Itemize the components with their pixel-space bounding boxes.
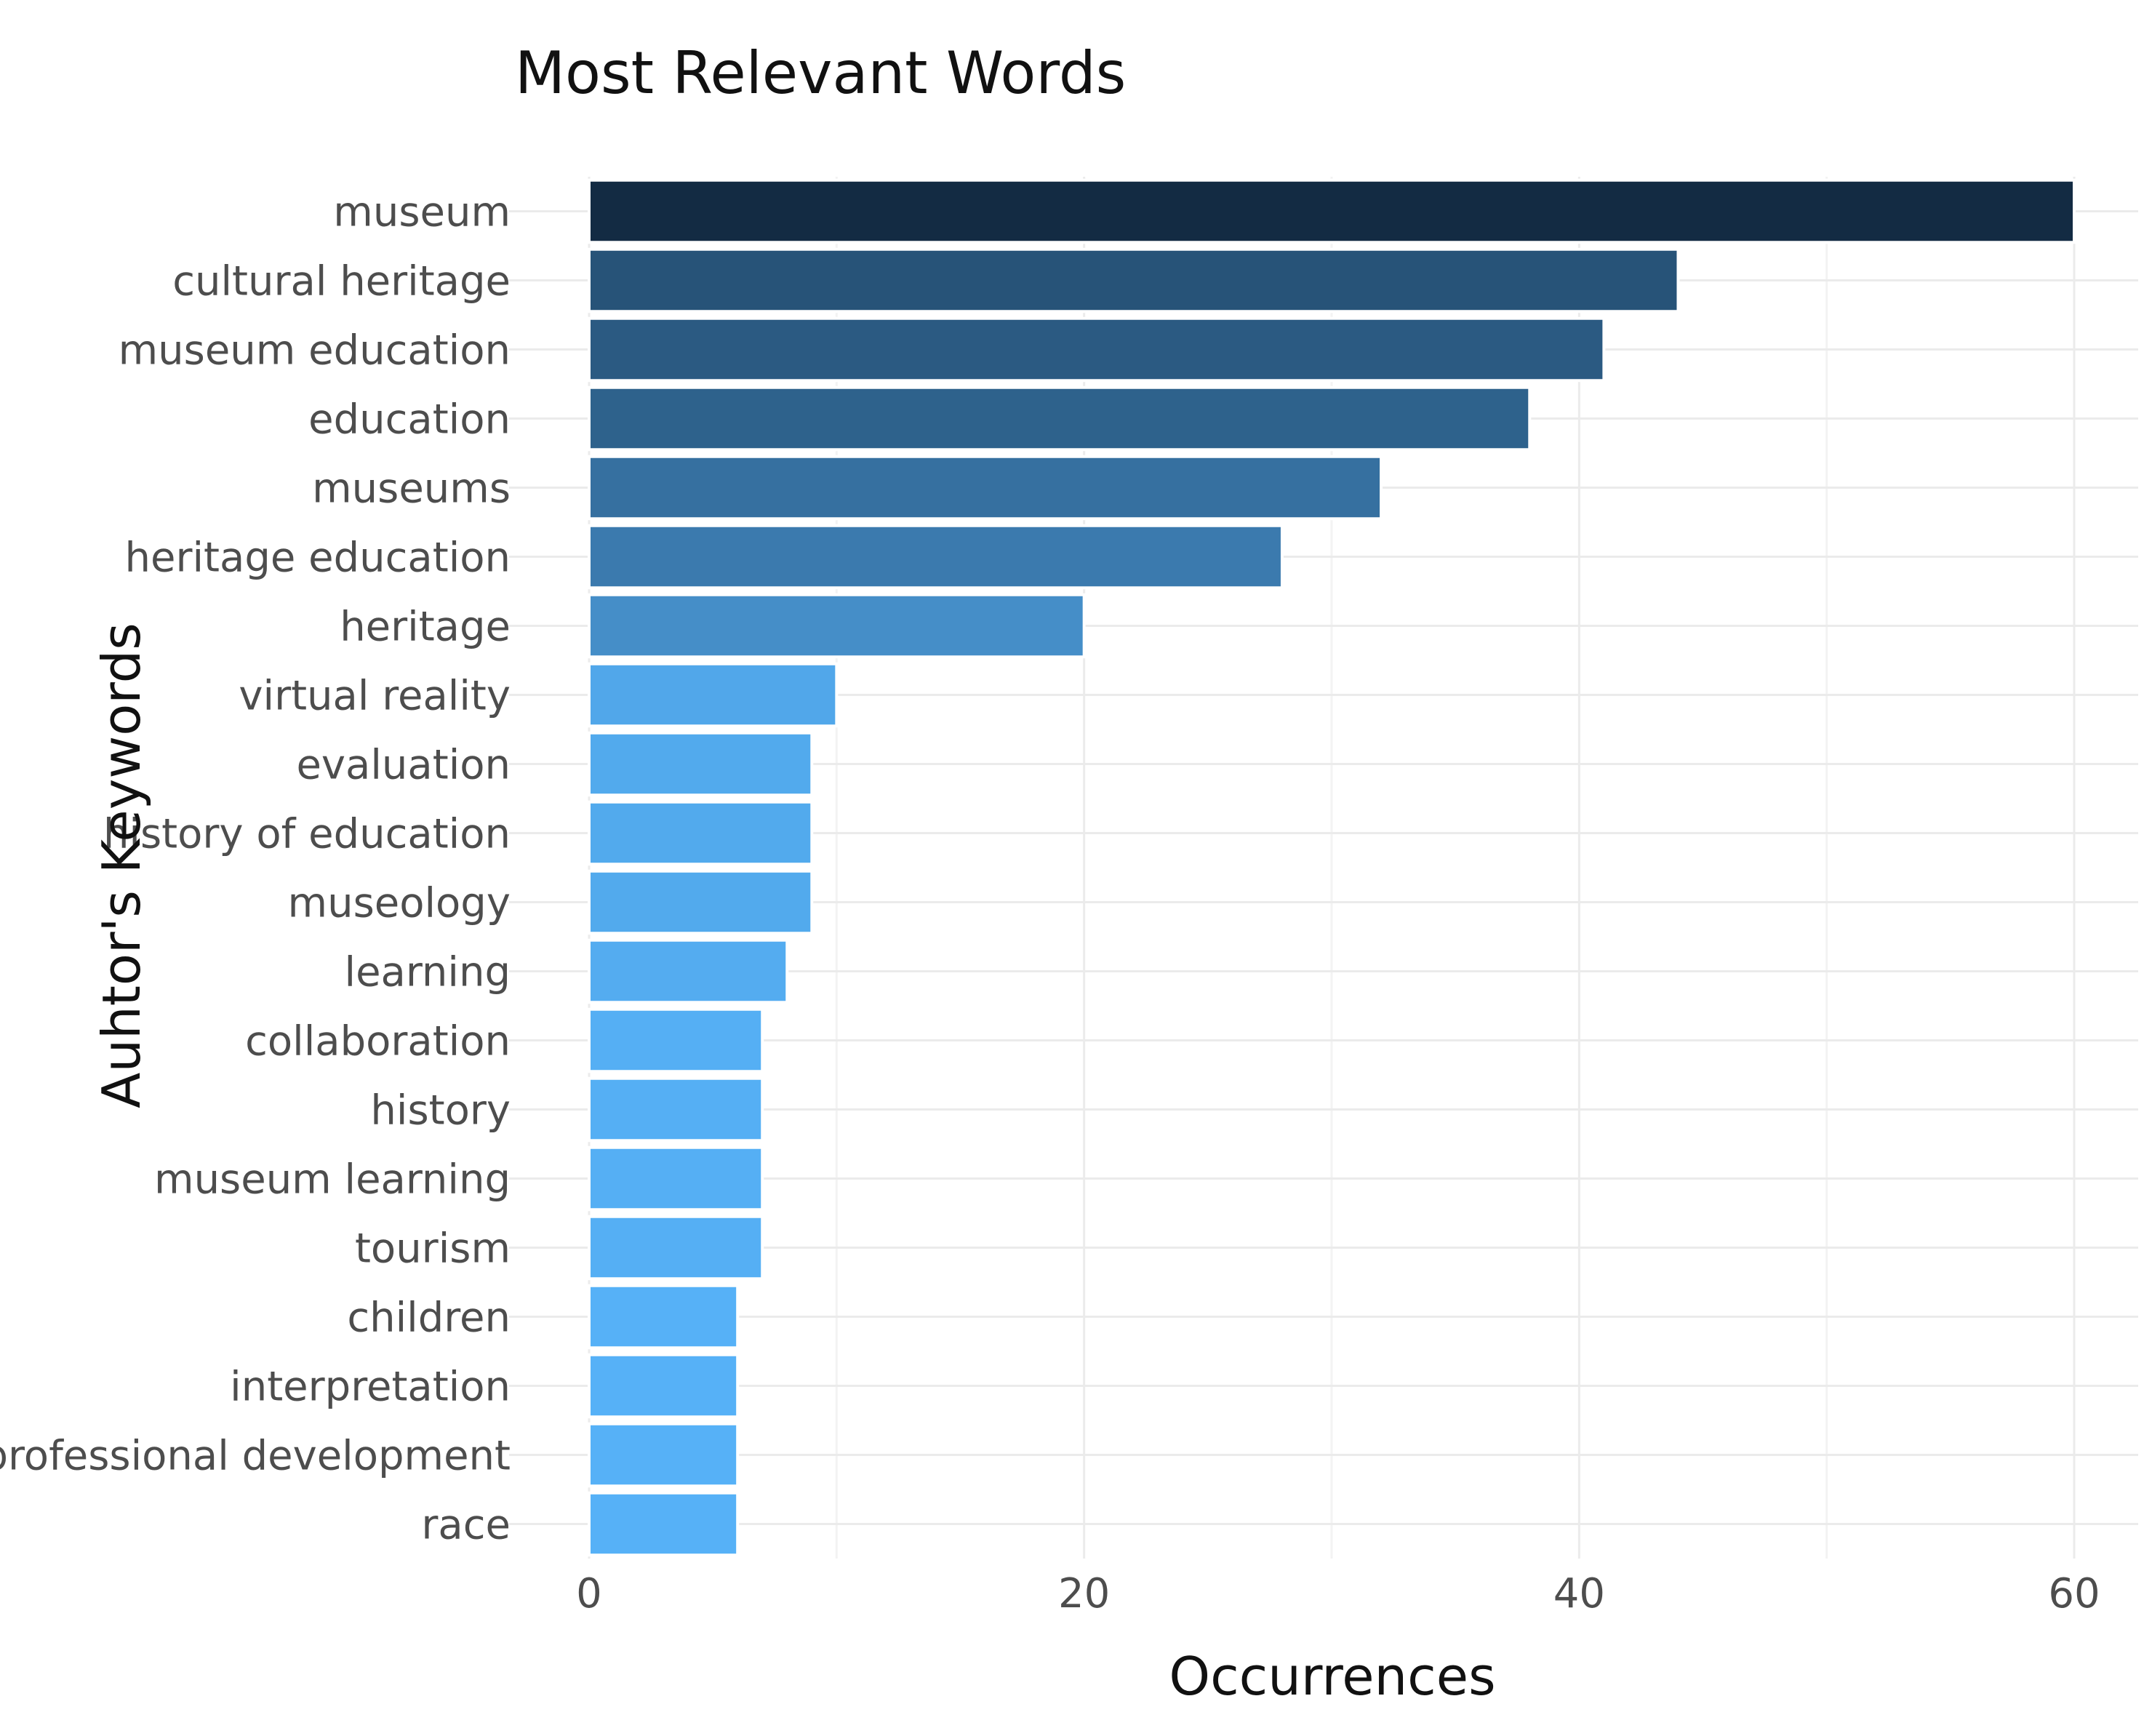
bar-museum-education bbox=[588, 316, 1606, 383]
bar-museums bbox=[588, 455, 1383, 521]
bar-history bbox=[588, 1076, 764, 1143]
y-tick-labels: museum cultural heritage museum education e… bbox=[0, 189, 511, 1549]
bar-cultural-heritage bbox=[588, 247, 1680, 313]
x-tick-labels: 0 20 40 60 bbox=[576, 1570, 2100, 1617]
y-tick-label: museum education bbox=[119, 327, 511, 375]
y-axis-title: Auhtor's Keywords bbox=[91, 623, 152, 1108]
bar-museum bbox=[588, 178, 2076, 244]
bar-heritage-education bbox=[588, 524, 1284, 590]
bar-heritage bbox=[588, 593, 1086, 659]
bar-professional-development bbox=[588, 1422, 740, 1488]
y-tick-label: heritage education bbox=[125, 535, 511, 582]
y-tick-label: history bbox=[370, 1087, 511, 1135]
bar-children bbox=[588, 1284, 740, 1350]
y-tick-label: museums bbox=[312, 465, 511, 513]
bar-museology bbox=[588, 869, 814, 935]
bar-race bbox=[588, 1491, 740, 1557]
y-tick-label: heritage bbox=[340, 604, 511, 651]
bar-virtual-reality bbox=[588, 662, 839, 728]
y-tick-label: cultural heritage bbox=[172, 258, 511, 305]
x-tick-label: 0 bbox=[576, 1570, 602, 1617]
y-tick-label: virtual reality bbox=[239, 673, 511, 720]
bar-collaboration bbox=[588, 1007, 764, 1073]
y-tick-label: education bbox=[308, 396, 511, 444]
y-tick-label: learning bbox=[345, 949, 511, 996]
bar-evaluation bbox=[588, 731, 814, 797]
bar-interpretation bbox=[588, 1353, 740, 1419]
y-tick-label: museology bbox=[288, 880, 511, 927]
y-tick-label: tourism bbox=[355, 1225, 511, 1273]
y-tick-label: children bbox=[347, 1295, 511, 1342]
chart-title: Most Relevant Words bbox=[515, 39, 1126, 107]
x-tick-label: 40 bbox=[1553, 1570, 1605, 1617]
x-tick-label: 60 bbox=[2048, 1570, 2100, 1617]
y-tick-label: museum learning bbox=[154, 1156, 511, 1204]
y-tick-label: interpretation bbox=[230, 1364, 511, 1411]
y-tick-label: museum bbox=[333, 189, 511, 236]
y-tick-label: history of education bbox=[103, 811, 511, 858]
x-tick-label: 20 bbox=[1058, 1570, 1110, 1617]
bar-education bbox=[588, 385, 1532, 452]
y-tick-label: evaluation bbox=[296, 742, 511, 789]
y-tick-label: collaboration bbox=[245, 1018, 511, 1065]
x-axis-title: Occurrences bbox=[1169, 1646, 1495, 1707]
bar-history-of-education bbox=[588, 800, 814, 866]
bars bbox=[588, 178, 2076, 1557]
bar-museum-learning bbox=[588, 1145, 764, 1212]
bar-learning bbox=[588, 938, 789, 1004]
bar-tourism bbox=[588, 1215, 764, 1281]
y-tick-label: professional development bbox=[0, 1433, 511, 1480]
y-tick-label: race bbox=[421, 1502, 511, 1549]
grid-lines bbox=[509, 177, 2138, 1559]
